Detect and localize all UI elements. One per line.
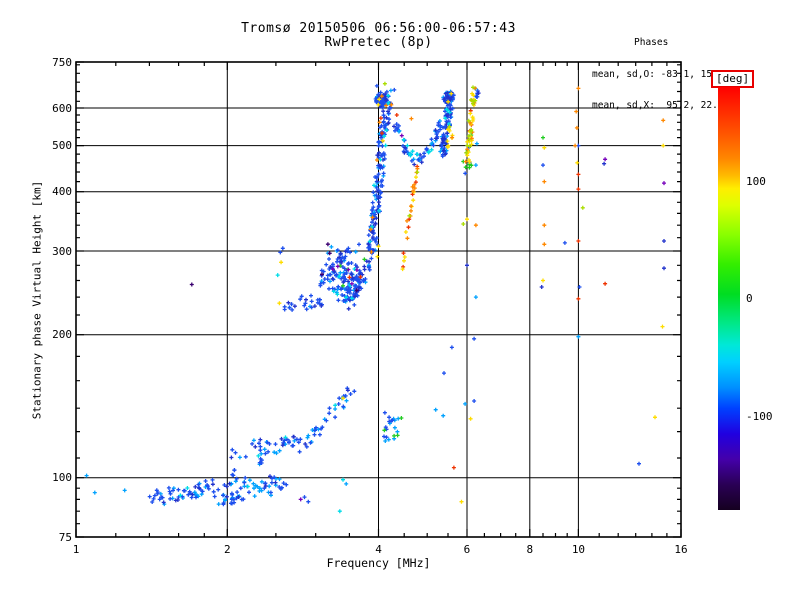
scatter-points-b (147, 83, 641, 507)
x-tick-label: 2 (223, 543, 231, 556)
x-tick-label: 4 (375, 543, 382, 556)
y-tick-label: 300 (52, 244, 72, 258)
scatter-points-y (277, 91, 666, 504)
data-points (84, 81, 666, 514)
scatter-points-d (161, 90, 666, 505)
y-tick-label: 400 (52, 185, 72, 199)
x-tick-label: 8 (526, 543, 534, 556)
x-tick-label: 16 (674, 543, 688, 556)
plot-subtitle: RwPretec (8p) (324, 35, 433, 50)
colorbar-unit-label: [deg] (716, 72, 750, 85)
scatter-points-c (84, 86, 581, 507)
y-tick-label: 750 (52, 55, 72, 69)
y-tick-label: 200 (52, 328, 72, 342)
scatter-points-g (338, 133, 545, 438)
scatter-points-P (189, 242, 359, 293)
scatter-points-p (298, 133, 666, 502)
x-tick-label: 10 (571, 543, 586, 556)
colorbar-unit-box: [deg] (711, 70, 755, 88)
colorbar-tick-label: 100 (746, 174, 766, 188)
scatter-points-C (178, 93, 452, 514)
scatter-points-Y (382, 81, 585, 226)
y-tick-label: 500 (52, 139, 72, 153)
colorbar-tick-label: -100 (746, 409, 773, 423)
y-tick-label: 600 (52, 101, 72, 115)
plot-frame (75, 61, 682, 538)
x-axis-title: Frequency [MHz] (326, 556, 431, 570)
y-tick-label: 75 (58, 530, 72, 544)
x-tick-label: 1 (72, 543, 80, 556)
plot-title: Tromsø 20150506 06:56:00-06:57:43 (241, 21, 516, 36)
phase-stats-header: Phases (634, 37, 669, 48)
x-tick-label: 6 (463, 543, 471, 556)
colorbar-tick-label: 0 (746, 292, 753, 305)
colorbar (718, 87, 740, 510)
scatter-points-o (368, 86, 666, 254)
y-tick-label: 100 (52, 471, 72, 485)
scatter-points-r (347, 108, 608, 470)
